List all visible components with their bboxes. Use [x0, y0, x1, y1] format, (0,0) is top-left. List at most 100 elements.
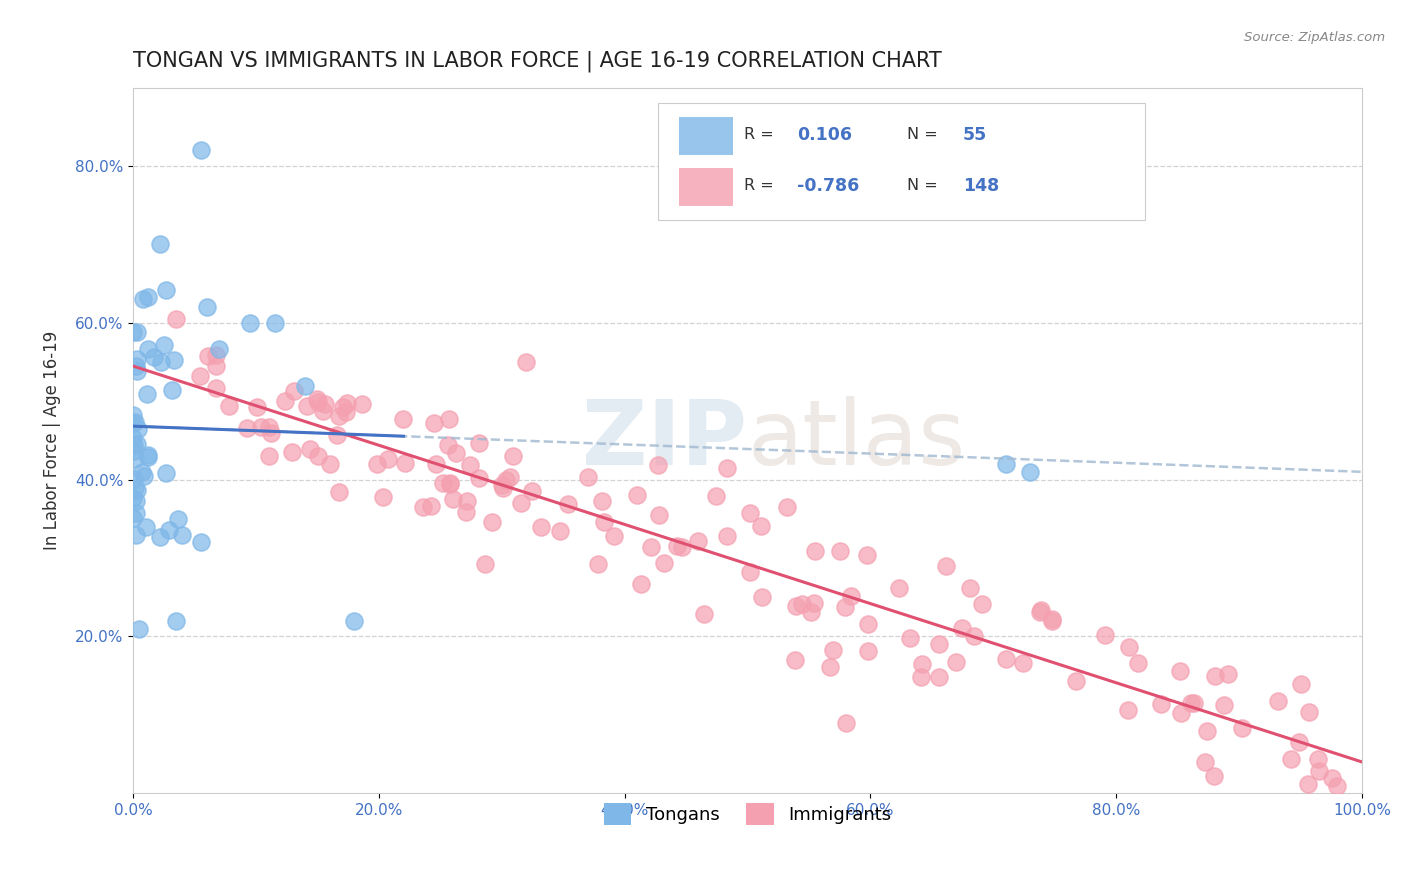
Point: [218, 399, 240, 413]
Point: [122, 472, 145, 486]
FancyBboxPatch shape: [658, 103, 1144, 220]
Point: [491, 482, 513, 496]
Point: [856, 548, 879, 562]
Point: [205, 381, 228, 395]
Point: [1306, 752, 1329, 766]
Point: [307, 392, 329, 406]
Point: [127, 422, 149, 436]
Point: [1180, 696, 1202, 710]
Point: [474, 558, 496, 572]
Point: [740, 506, 762, 520]
Point: [274, 394, 297, 409]
Point: [172, 527, 194, 541]
Text: Source: ZipAtlas.com: Source: ZipAtlas.com: [1244, 31, 1385, 45]
Text: atlas: atlas: [748, 396, 966, 484]
Point: [1288, 734, 1310, 748]
Point: [792, 597, 814, 611]
Point: [648, 508, 671, 523]
Point: [190, 535, 212, 549]
Point: [441, 491, 464, 506]
Point: [856, 617, 879, 632]
Point: [481, 516, 503, 530]
Point: [165, 312, 187, 326]
Point: [548, 524, 571, 539]
Point: [155, 283, 177, 297]
Point: [686, 533, 709, 548]
Text: N =: N =: [907, 128, 943, 143]
Point: [945, 655, 967, 669]
Point: [557, 496, 579, 510]
Point: [828, 544, 851, 558]
Point: [818, 660, 841, 674]
Point: [576, 470, 599, 484]
Point: [135, 387, 157, 401]
Point: [281, 445, 304, 459]
Point: [422, 416, 444, 430]
Point: [371, 490, 394, 504]
Point: [456, 505, 478, 519]
Point: [889, 581, 911, 595]
Point: [456, 494, 478, 508]
Point: [911, 657, 934, 671]
Point: [1194, 756, 1216, 770]
Point: [136, 450, 159, 465]
Point: [1012, 656, 1035, 670]
Point: [1218, 666, 1240, 681]
Point: [839, 589, 862, 603]
Point: [250, 420, 273, 434]
Point: [652, 557, 675, 571]
Text: ZIP: ZIP: [582, 396, 748, 484]
Y-axis label: In Labor Force | Age 16-19: In Labor Force | Age 16-19: [44, 331, 60, 550]
Text: N =: N =: [907, 178, 943, 194]
Point: [332, 400, 354, 414]
Point: [1204, 669, 1226, 683]
Point: [1267, 694, 1289, 708]
Point: [134, 468, 156, 483]
Point: [835, 715, 858, 730]
Point: [603, 529, 626, 543]
Text: R =: R =: [744, 128, 779, 143]
Point: [127, 364, 149, 378]
Point: [128, 622, 150, 636]
Point: [586, 557, 609, 571]
Point: [125, 507, 148, 521]
Point: [502, 450, 524, 464]
Point: [420, 500, 443, 514]
Point: [803, 544, 825, 558]
Point: [197, 349, 219, 363]
Point: [1308, 764, 1330, 779]
Point: [259, 449, 281, 463]
Point: [143, 350, 166, 364]
Point: [994, 457, 1017, 471]
Point: [439, 476, 461, 491]
Point: [1182, 697, 1205, 711]
Point: [157, 524, 180, 538]
Point: [935, 558, 957, 573]
Point: [970, 597, 993, 611]
Point: [160, 383, 183, 397]
Text: -0.786: -0.786: [797, 177, 859, 194]
Point: [307, 395, 329, 409]
Point: [336, 396, 359, 410]
Point: [1126, 656, 1149, 670]
Point: [312, 403, 335, 417]
Point: [122, 511, 145, 525]
Point: [125, 325, 148, 339]
Point: [122, 444, 145, 458]
Point: [704, 489, 727, 503]
Text: R =: R =: [744, 178, 779, 194]
Point: [260, 426, 283, 441]
Point: [1289, 676, 1312, 690]
Point: [962, 629, 984, 643]
Point: [283, 384, 305, 399]
Point: [307, 449, 329, 463]
Point: [127, 483, 149, 497]
Point: [366, 457, 388, 471]
Point: [1213, 698, 1236, 712]
Point: [149, 530, 172, 544]
Point: [319, 457, 342, 471]
Point: [125, 493, 148, 508]
Point: [122, 430, 145, 444]
Point: [1031, 603, 1053, 617]
Point: [1170, 706, 1192, 720]
